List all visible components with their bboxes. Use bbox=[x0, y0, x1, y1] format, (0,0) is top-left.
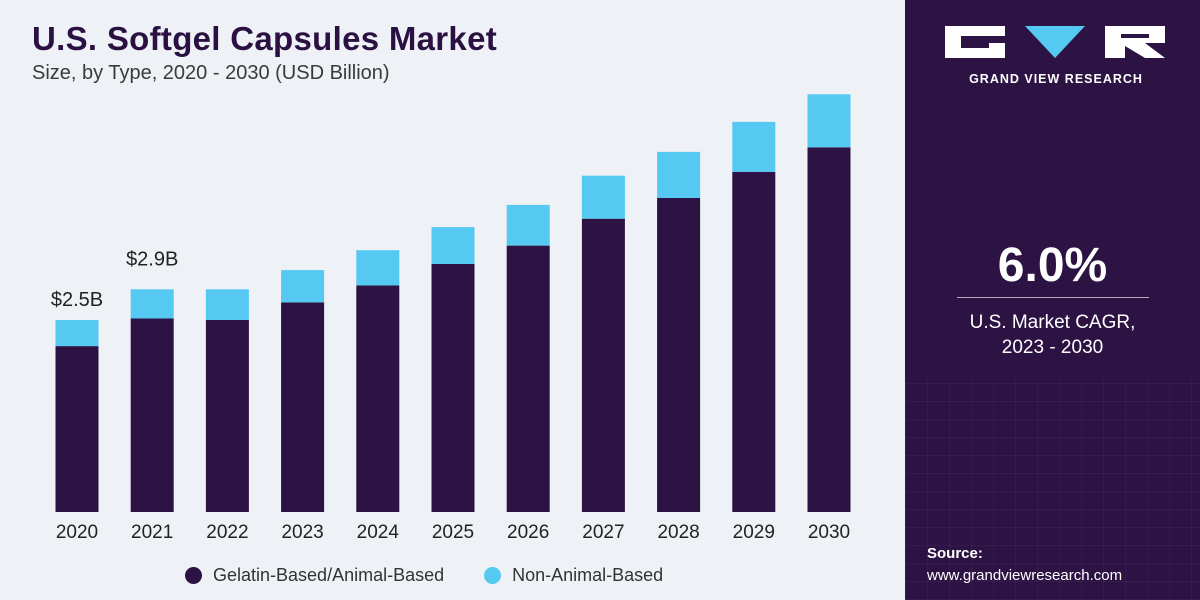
bar-gelatin-2021 bbox=[130, 318, 174, 512]
bar-non-animal-2021 bbox=[130, 289, 174, 319]
legend-swatch-gelatin bbox=[185, 566, 202, 584]
cagr-divider bbox=[957, 297, 1149, 298]
cagr-label-line1: U.S. Market CAGR, bbox=[969, 312, 1136, 333]
bar-non-animal-2028 bbox=[657, 151, 701, 198]
legend-label-non-animal: Non-Animal-Based bbox=[512, 564, 664, 585]
cagr-value: 6.0% bbox=[997, 239, 1108, 292]
data-label-2020: $2.5B bbox=[51, 289, 103, 311]
bar-gelatin-2030 bbox=[807, 147, 851, 513]
source-label: Source: bbox=[927, 545, 983, 562]
data-label-2021: $2.9B bbox=[126, 248, 178, 270]
bar-gelatin-2029 bbox=[732, 171, 776, 513]
info-panel: GRAND VIEW RESEARCH 6.0% U.S. Market CAG… bbox=[905, 0, 1200, 600]
brand-name: GRAND VIEW RESEARCH bbox=[969, 72, 1143, 86]
source-url[interactable]: www.grandviewresearch.com bbox=[927, 567, 1123, 584]
chart-legend: Gelatin-Based/Animal-Based Non-Animal-Ba… bbox=[185, 563, 703, 587]
x-tick-label-2025: 2025 bbox=[432, 522, 474, 543]
bar-non-animal-2020 bbox=[55, 320, 99, 347]
x-tick-label-2020: 2020 bbox=[56, 522, 98, 543]
gvr-logo-icon bbox=[945, 26, 1165, 58]
x-tick-label-2022: 2022 bbox=[206, 522, 248, 543]
bar-non-animal-2023 bbox=[281, 270, 325, 303]
bar-non-animal-2030 bbox=[807, 94, 851, 148]
bar-gelatin-2025 bbox=[431, 264, 475, 512]
bar-gelatin-2028 bbox=[657, 197, 701, 512]
legend-swatch-non-animal bbox=[484, 566, 502, 584]
chart-panel: U.S. Softgel Capsules Market Size, by Ty… bbox=[32, 20, 851, 587]
bar-non-animal-2025 bbox=[431, 227, 475, 264]
bar-gelatin-2020 bbox=[55, 346, 99, 512]
x-tick-label-2030: 2030 bbox=[808, 522, 850, 543]
bar-gelatin-2026 bbox=[506, 245, 550, 512]
bar-gelatin-2023 bbox=[281, 302, 325, 512]
bar-gelatin-2022 bbox=[205, 320, 249, 512]
legend-item-non-animal: Non-Animal-Based bbox=[484, 565, 663, 586]
legend-label-gelatin: Gelatin-Based/Animal-Based bbox=[213, 564, 445, 585]
cagr-label-line2: 2023 - 2030 bbox=[1001, 337, 1104, 358]
x-tick-label-2026: 2026 bbox=[507, 522, 549, 543]
stacked-bar-chart: 2020 2021 2022 2023 2024 2025 2026 2027 2028 2029… bbox=[51, 94, 851, 543]
bar-non-animal-2029 bbox=[732, 121, 776, 172]
bar-gelatin-2024 bbox=[356, 285, 400, 512]
page-title: U.S. Softgel Capsules Market bbox=[32, 20, 498, 57]
x-tick-label-2023: 2023 bbox=[281, 522, 323, 543]
x-tick-label-2029: 2029 bbox=[733, 522, 775, 543]
decorative-grid bbox=[905, 380, 1200, 600]
bar-gelatin-2027 bbox=[581, 218, 625, 512]
bar-non-animal-2022 bbox=[205, 289, 249, 320]
x-tick-label-2024: 2024 bbox=[357, 522, 400, 543]
x-tick-label-2021: 2021 bbox=[131, 522, 173, 543]
x-tick-label-2027: 2027 bbox=[582, 522, 624, 543]
legend-item-gelatin: Gelatin-Based/Animal-Based bbox=[185, 565, 444, 586]
bar-non-animal-2024 bbox=[356, 250, 400, 286]
chart-subtitle: Size, by Type, 2020 - 2030 (USD Billion) bbox=[32, 62, 390, 84]
x-tick-label-2028: 2028 bbox=[657, 522, 699, 543]
bar-non-animal-2027 bbox=[581, 175, 625, 219]
bar-non-animal-2026 bbox=[506, 204, 550, 246]
cagr-label: U.S. Market CAGR, 2023 - 2030 bbox=[905, 310, 1200, 360]
